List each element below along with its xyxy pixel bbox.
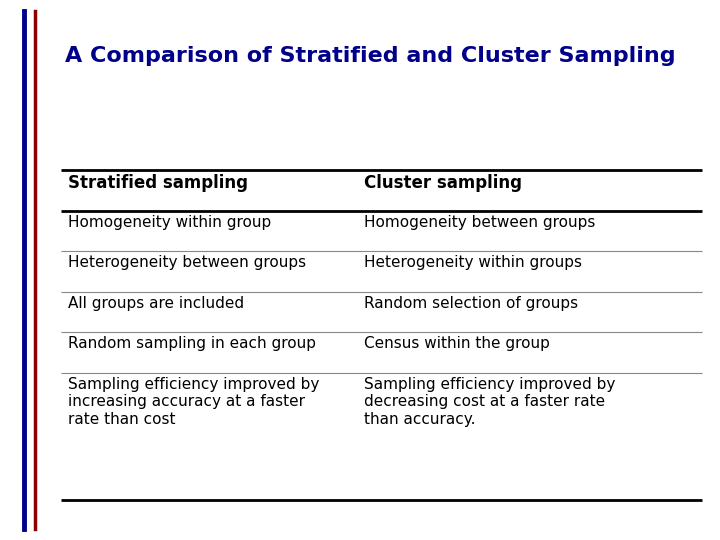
Text: Heterogeneity within groups: Heterogeneity within groups — [364, 255, 582, 271]
Text: Sampling efficiency improved by
increasing accuracy at a faster
rate than cost: Sampling efficiency improved by increasi… — [68, 377, 320, 427]
Text: Homogeneity within group: Homogeneity within group — [68, 215, 271, 230]
Text: Cluster sampling: Cluster sampling — [364, 174, 521, 192]
Text: Stratified sampling: Stratified sampling — [68, 174, 248, 192]
Text: Random sampling in each group: Random sampling in each group — [68, 336, 316, 352]
Text: Random selection of groups: Random selection of groups — [364, 296, 577, 311]
Text: Census within the group: Census within the group — [364, 336, 549, 352]
Text: Heterogeneity between groups: Heterogeneity between groups — [68, 255, 307, 271]
Text: A Comparison of Stratified and Cluster Sampling: A Comparison of Stratified and Cluster S… — [65, 46, 675, 66]
Text: Sampling efficiency improved by
decreasing cost at a faster rate
than accuracy.: Sampling efficiency improved by decreasi… — [364, 377, 615, 427]
Text: All groups are included: All groups are included — [68, 296, 245, 311]
Text: Homogeneity between groups: Homogeneity between groups — [364, 215, 595, 230]
